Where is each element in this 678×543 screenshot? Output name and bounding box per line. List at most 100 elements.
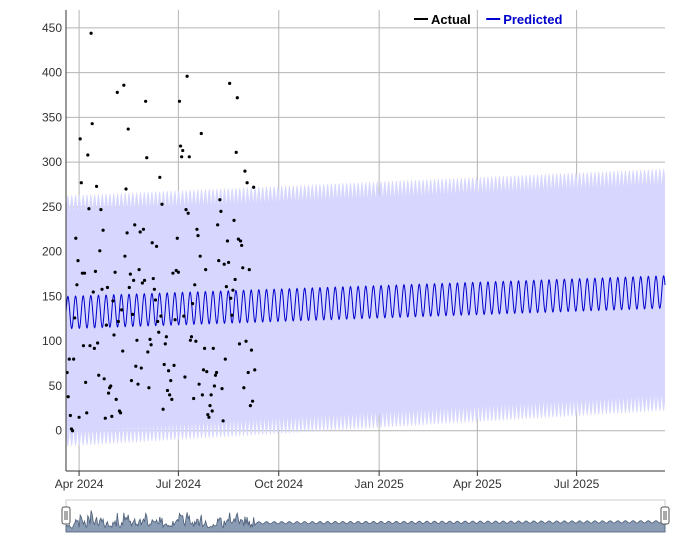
actual-point xyxy=(75,283,79,287)
actual-point xyxy=(101,228,105,232)
actual-point xyxy=(100,287,104,291)
actual-point xyxy=(222,262,226,266)
actual-point xyxy=(234,150,238,154)
actual-point xyxy=(72,357,76,361)
actual-point xyxy=(212,384,216,388)
actual-point xyxy=(165,388,170,393)
actual-point xyxy=(205,370,209,374)
actual-point xyxy=(225,239,230,243)
actual-point xyxy=(84,380,88,384)
actual-point xyxy=(158,175,162,179)
actual-point xyxy=(236,237,240,241)
actual-point xyxy=(235,96,239,100)
actual-point xyxy=(163,342,167,346)
actual-point xyxy=(133,223,137,227)
actual-point xyxy=(219,209,223,214)
actual-point xyxy=(204,267,208,272)
actual-point xyxy=(103,416,107,420)
actual-point xyxy=(161,407,165,411)
legend: Actual Predicted xyxy=(414,12,563,27)
x-tick-label: Apr 2025 xyxy=(453,477,502,491)
range-handle-body[interactable] xyxy=(61,506,71,525)
actual-point xyxy=(244,339,248,343)
actual-point xyxy=(148,337,152,342)
actual-point xyxy=(153,298,158,302)
range-handle-right[interactable] xyxy=(660,506,670,525)
actual-point xyxy=(166,369,171,373)
actual-point xyxy=(218,198,222,202)
actual-point xyxy=(91,290,95,294)
actual-point xyxy=(238,239,243,243)
actual-point xyxy=(233,277,237,282)
actual-point xyxy=(232,218,236,222)
actual-point xyxy=(194,339,198,343)
actual-point xyxy=(122,83,126,87)
actual-point xyxy=(94,184,99,188)
actual-point xyxy=(93,269,98,273)
range-selector[interactable] xyxy=(61,499,670,533)
actual-point xyxy=(253,368,257,372)
actual-point xyxy=(141,227,146,231)
actual-point xyxy=(170,397,174,401)
actual-point xyxy=(216,223,220,227)
x-tick-label: Jul 2025 xyxy=(554,477,600,491)
axes: 0 50 100 150 200 250 300 350 400 450 Apr 2024 Jul 2… xyxy=(42,10,665,491)
actual-point xyxy=(241,266,245,270)
actual-point xyxy=(188,338,192,342)
actual-point xyxy=(152,287,156,291)
range-handle-left[interactable] xyxy=(61,506,71,525)
actual-point xyxy=(77,415,81,419)
predicted-line xyxy=(65,275,666,330)
actual-point xyxy=(151,276,155,281)
actual-point xyxy=(123,254,127,258)
actual-point xyxy=(228,81,232,85)
actual-point xyxy=(229,296,233,300)
actual-point xyxy=(113,270,117,274)
actual-point xyxy=(230,313,234,317)
actual-point xyxy=(197,382,201,386)
actual-point xyxy=(184,208,188,212)
actual-point xyxy=(199,131,203,136)
actual-point xyxy=(210,409,214,413)
actual-point xyxy=(106,391,111,395)
actual-point xyxy=(156,319,160,324)
actual-point xyxy=(115,90,119,94)
actual-point xyxy=(250,399,255,403)
actual-point xyxy=(137,267,141,272)
actual-point xyxy=(87,207,91,211)
actual-point xyxy=(99,208,103,212)
x-tick-label: Jul 2024 xyxy=(156,477,202,491)
actual-point xyxy=(149,343,153,347)
actual-point xyxy=(201,368,206,372)
actual-point xyxy=(252,185,256,189)
actual-point xyxy=(224,285,228,289)
actual-point xyxy=(180,155,184,159)
x-tick-label: Apr 2024 xyxy=(55,477,104,491)
actual-point xyxy=(88,344,92,348)
y-tick-label: 0 xyxy=(55,424,62,438)
actual-point xyxy=(135,338,139,342)
actual-point xyxy=(125,231,129,235)
actual-point xyxy=(66,395,70,399)
actual-point xyxy=(172,363,176,367)
actual-point xyxy=(192,396,196,401)
actual-point xyxy=(102,377,106,381)
actual-point xyxy=(92,346,96,350)
actual-point xyxy=(242,386,246,390)
actual-point xyxy=(202,346,207,350)
actual-point xyxy=(171,271,175,275)
actual-point xyxy=(200,393,204,397)
actual-point xyxy=(134,364,138,368)
actual-point xyxy=(67,357,71,361)
actual-point xyxy=(169,378,173,383)
actual-point xyxy=(126,127,130,131)
y-tick-label: 50 xyxy=(49,379,63,393)
actual-point xyxy=(136,382,140,386)
actual-point xyxy=(86,153,90,157)
actual-point xyxy=(193,283,197,287)
actual-point xyxy=(183,375,187,379)
range-handle-body[interactable] xyxy=(660,506,670,525)
actual-point xyxy=(206,413,210,417)
actual-point xyxy=(237,342,242,346)
